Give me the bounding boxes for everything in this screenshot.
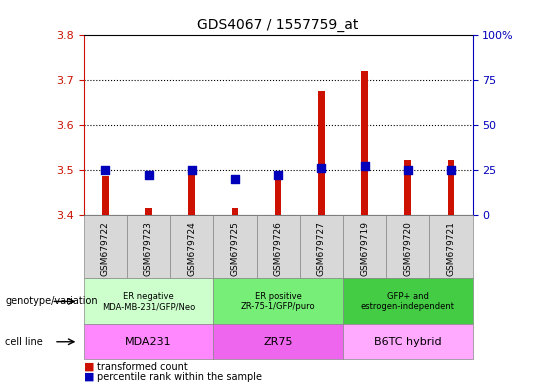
Text: genotype/variation: genotype/variation — [5, 296, 98, 306]
Bar — [318, 91, 325, 215]
Text: GSM679723: GSM679723 — [144, 222, 153, 276]
Title: GDS4067 / 1557759_at: GDS4067 / 1557759_at — [198, 18, 359, 32]
Point — [144, 172, 153, 179]
Text: ■: ■ — [84, 362, 94, 372]
Text: MDA231: MDA231 — [125, 337, 172, 347]
Text: ER positive
ZR-75-1/GFP/puro: ER positive ZR-75-1/GFP/puro — [241, 292, 315, 311]
Point — [274, 172, 282, 179]
Text: GSM679721: GSM679721 — [447, 222, 455, 276]
Point — [360, 163, 369, 169]
Bar — [145, 208, 152, 215]
Point — [101, 167, 110, 173]
Text: cell line: cell line — [5, 337, 43, 347]
Point — [403, 167, 412, 173]
Bar — [232, 208, 238, 215]
Bar — [275, 176, 281, 215]
Text: GFP+ and
estrogen-independent: GFP+ and estrogen-independent — [361, 292, 455, 311]
Point — [317, 165, 326, 171]
Text: GSM679724: GSM679724 — [187, 222, 196, 276]
Point — [187, 167, 196, 173]
Point — [231, 176, 239, 182]
Text: percentile rank within the sample: percentile rank within the sample — [97, 372, 262, 382]
Bar — [188, 170, 195, 215]
Bar — [404, 159, 411, 215]
Text: GSM679727: GSM679727 — [317, 222, 326, 276]
Text: ZR75: ZR75 — [264, 337, 293, 347]
Text: GSM679722: GSM679722 — [101, 222, 110, 276]
Bar — [448, 159, 454, 215]
Text: B6TC hybrid: B6TC hybrid — [374, 337, 442, 347]
Text: GSM679725: GSM679725 — [231, 222, 239, 276]
Text: ■: ■ — [84, 372, 94, 382]
Point — [447, 167, 455, 173]
Text: GSM679719: GSM679719 — [360, 222, 369, 276]
Bar — [361, 71, 368, 215]
Bar — [102, 176, 109, 215]
Text: GSM679720: GSM679720 — [403, 222, 412, 276]
Text: ER negative
MDA-MB-231/GFP/Neo: ER negative MDA-MB-231/GFP/Neo — [102, 292, 195, 311]
Text: GSM679726: GSM679726 — [274, 222, 282, 276]
Text: transformed count: transformed count — [97, 362, 188, 372]
